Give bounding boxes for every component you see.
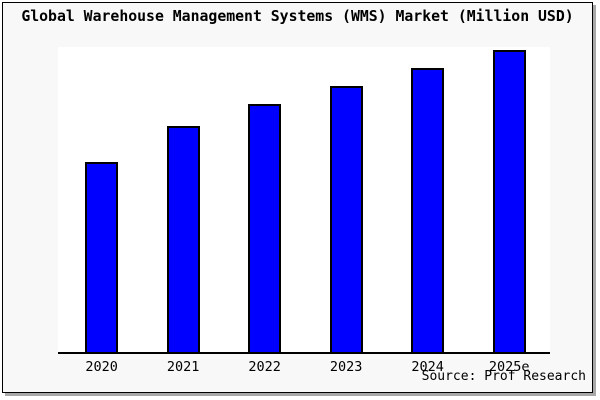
bar-2024 <box>411 68 445 352</box>
source-credit: Source: Prof Research <box>421 369 586 384</box>
bar-2023 <box>329 86 363 352</box>
plot-area <box>58 47 550 354</box>
x-tick-label-2020: 2020 <box>85 359 118 375</box>
bar-2025e <box>492 50 526 352</box>
chart-title: Global Warehouse Management Systems (WMS… <box>21 8 574 25</box>
bar-2022 <box>248 104 282 352</box>
x-tick-label-2024: 2024 <box>411 359 444 375</box>
x-tick-label-2025e: 2025e <box>488 359 530 375</box>
x-tick-label-2023: 2023 <box>329 359 363 375</box>
bar-2020 <box>85 162 119 352</box>
x-tick-label-2022: 2022 <box>248 359 281 375</box>
bar-2021 <box>166 126 200 352</box>
chart-frame: Global Warehouse Management Systems (WMS… <box>2 2 593 393</box>
x-tick-label-2021: 2021 <box>166 359 200 375</box>
